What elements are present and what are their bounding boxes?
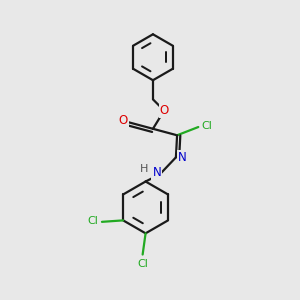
Text: O: O <box>119 114 128 127</box>
Text: Cl: Cl <box>87 216 98 226</box>
Text: N: N <box>178 151 187 164</box>
Text: O: O <box>160 104 169 117</box>
Text: Cl: Cl <box>138 259 149 269</box>
Text: H: H <box>140 164 148 174</box>
Text: N: N <box>152 166 161 178</box>
Text: Cl: Cl <box>201 121 212 130</box>
